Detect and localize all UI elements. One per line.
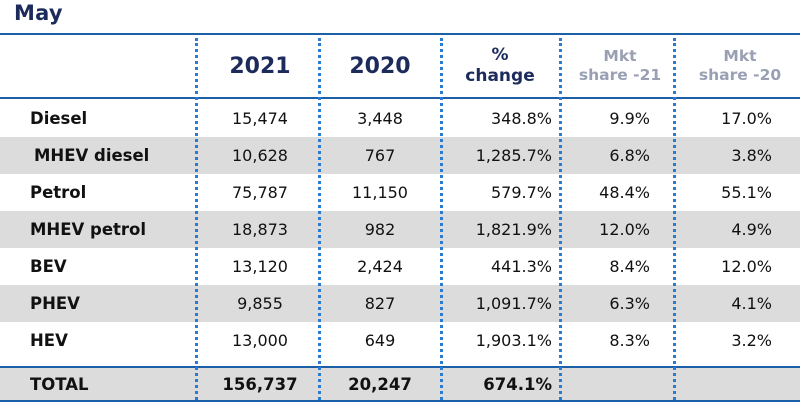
header-pct-change: % change [440,37,560,95]
cell-2020: 2,424 [357,257,403,276]
total-label: TOTAL [30,374,89,394]
row-label: HEV [30,331,68,350]
column-separator [440,38,443,400]
cell-2021: 15,474 [232,109,288,128]
cell-2021: 18,873 [232,220,288,239]
table-title: May [14,1,63,25]
cell-pct-change: 1,285.7% [475,146,552,165]
table-row: MHEV petrol 18,873 982 1,821.9% 12.0% 4.… [0,211,800,248]
total-row: TOTAL 156,737 20,247 674.1% [0,368,800,400]
header-pct-line1: % [491,45,509,65]
cell-pct-change: 579.7% [490,183,552,202]
column-separator [673,38,676,400]
cell-mkt-share-21: 8.4% [609,257,650,276]
cell-mkt-share-20: 12.0% [721,257,772,276]
column-separator [318,38,321,400]
cell-2021: 75,787 [232,183,288,202]
total-2021: 156,737 [222,374,298,394]
cell-mkt-share-21: 6.8% [609,146,650,165]
row-label: Diesel [30,109,88,128]
total-mkt-share-20 [680,368,800,400]
cell-2021: 9,855 [237,294,283,313]
cell-pct-change: 1,821.9% [475,220,552,239]
bottom-rule [0,400,800,402]
row-label: Petrol [30,183,87,202]
cell-2020: 827 [364,294,396,313]
row-label: PHEV [30,294,80,313]
cell-2020: 982 [364,220,396,239]
cell-2021: 13,120 [232,257,288,276]
header-rule [0,97,800,99]
total-pct-change: 674.1% [483,374,552,394]
cell-mkt-share-20: 3.2% [731,331,772,350]
row-label: BEV [30,257,67,276]
cell-mkt-share-20: 3.8% [731,146,772,165]
header-2020: 2020 [320,37,440,95]
header-2021: 2021 [200,37,320,95]
cell-2020: 3,448 [357,109,403,128]
header-2020-label: 2020 [349,53,411,79]
table-row: MHEV diesel 10,628 767 1,285.7% 6.8% 3.8… [0,137,800,174]
cell-pct-change: 1,903.1% [475,331,552,350]
header-pct-line2: change [465,66,535,86]
cell-mkt-share-21: 8.3% [609,331,650,350]
cell-pct-change: 348.8% [490,109,552,128]
cell-2021: 10,628 [232,146,288,165]
total-2020: 20,247 [348,374,412,394]
cell-2020: 649 [364,331,396,350]
table-row: Diesel 15,474 3,448 348.8% 9.9% 17.0% [0,100,800,137]
header-mkt21-line1: Mkt [603,47,637,65]
header-mkt20-line1: Mkt [723,47,757,65]
row-label: MHEV diesel [34,146,150,165]
total-mkt-share-21 [560,368,680,400]
table-row: BEV 13,120 2,424 441.3% 8.4% 12.0% [0,248,800,285]
cell-pct-change: 441.3% [490,257,552,276]
cell-mkt-share-21: 9.9% [609,109,650,128]
table-row: Petrol 75,787 11,150 579.7% 48.4% 55.1% [0,174,800,211]
cell-2020: 11,150 [352,183,408,202]
header-mkt-share-20: Mkt share -20 [680,37,800,95]
cell-mkt-share-20: 55.1% [721,183,772,202]
cell-mkt-share-20: 4.1% [731,294,772,313]
row-label: MHEV petrol [30,220,147,239]
cell-2021: 13,000 [232,331,288,350]
total-rule [0,366,800,368]
header-mkt20-line2: share -20 [698,66,782,84]
header-2021-label: 2021 [229,53,291,79]
header-mkt-share-21: Mkt share -21 [560,37,680,95]
cell-mkt-share-21: 48.4% [599,183,650,202]
cell-mkt-share-21: 6.3% [609,294,650,313]
cell-mkt-share-21: 12.0% [599,220,650,239]
cell-pct-change: 1,091.7% [475,294,552,313]
column-separator [195,38,198,400]
cell-2020: 767 [364,146,396,165]
column-separator [559,38,562,400]
header-mkt21-line2: share -21 [578,66,662,84]
cell-mkt-share-20: 4.9% [731,220,772,239]
cell-mkt-share-20: 17.0% [721,109,772,128]
top-rule [0,33,800,35]
table-row: PHEV 9,855 827 1,091.7% 6.3% 4.1% [0,285,800,322]
table-row: HEV 13,000 649 1,903.1% 8.3% 3.2% [0,322,800,359]
